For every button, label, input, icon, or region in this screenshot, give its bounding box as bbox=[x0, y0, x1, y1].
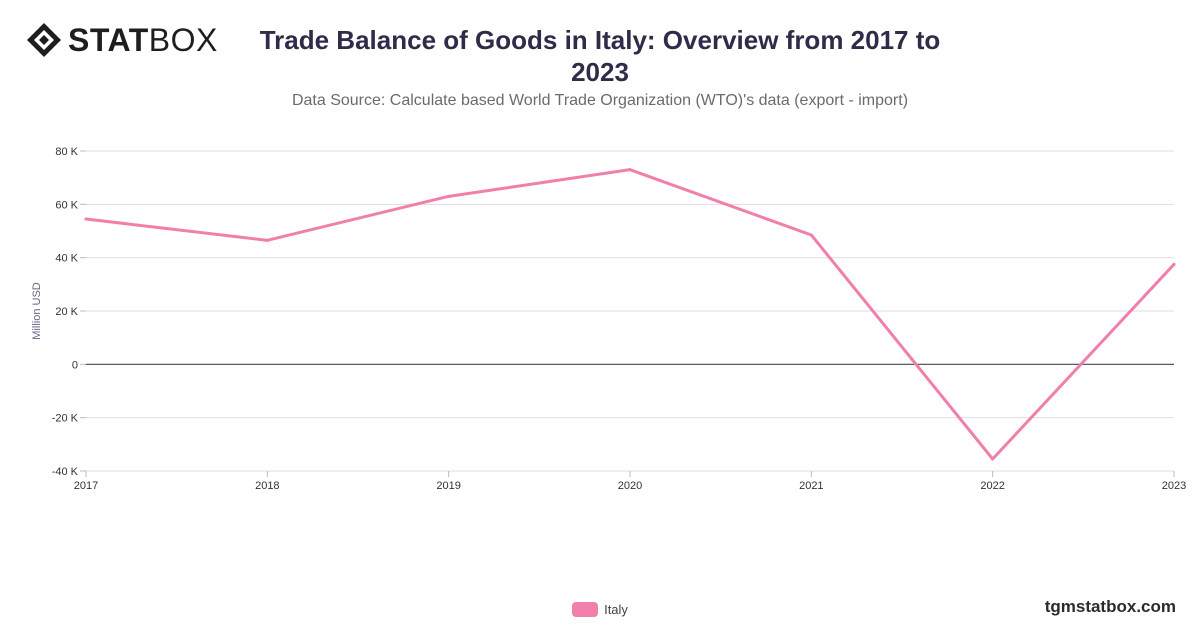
y-axis-label: Million USD bbox=[31, 282, 43, 340]
y-tick-label: 20 K bbox=[55, 306, 78, 318]
y-tick-label: 80 K bbox=[55, 146, 78, 158]
y-tick-label: 40 K bbox=[55, 253, 78, 265]
legend-swatch bbox=[572, 602, 599, 617]
data-point bbox=[991, 457, 995, 461]
diamond-logo-icon bbox=[27, 23, 61, 57]
x-tick-label: 2022 bbox=[980, 480, 1004, 492]
x-tick-label: 2018 bbox=[255, 480, 279, 492]
chart-legend[interactable]: Italy bbox=[0, 602, 1200, 617]
series-line-italy bbox=[84, 168, 1176, 461]
data-point bbox=[447, 194, 451, 198]
logo-wordmark: STATBOX bbox=[68, 22, 218, 58]
y-tick-label: -40 K bbox=[52, 466, 79, 478]
footer-site: tgmstatbox.com bbox=[1044, 597, 1176, 616]
data-point bbox=[84, 217, 88, 221]
x-tick-label: 2021 bbox=[799, 480, 823, 492]
x-tick-label: 2023 bbox=[1162, 480, 1186, 492]
logo-bold-text: STAT bbox=[68, 22, 149, 58]
data-point bbox=[265, 238, 269, 242]
statbox-logo: STATBOX bbox=[26, 22, 218, 58]
x-tick-label: 2017 bbox=[74, 480, 98, 492]
data-point bbox=[1172, 262, 1176, 266]
y-tick-label: 60 K bbox=[55, 199, 78, 211]
logo-light-text: BOX bbox=[148, 22, 218, 58]
x-tick-label: 2020 bbox=[618, 480, 642, 492]
data-point bbox=[628, 168, 632, 172]
y-tick-label: 0 bbox=[72, 359, 78, 371]
chart-title: Trade Balance of Goods in Italy: Overvie… bbox=[259, 25, 941, 87]
y-tick-label: -20 K bbox=[52, 413, 79, 425]
data-point bbox=[809, 233, 813, 237]
legend-label: Italy bbox=[604, 602, 628, 617]
x-tick-label: 2019 bbox=[436, 480, 460, 492]
chart-subtitle: Data Source: Calculate based World Trade… bbox=[291, 92, 909, 109]
line-chart: 80 K 60 K 40 K 20 K 0 -20 K -40 K 2017 2018 2019 2… bbox=[31, 146, 1186, 492]
